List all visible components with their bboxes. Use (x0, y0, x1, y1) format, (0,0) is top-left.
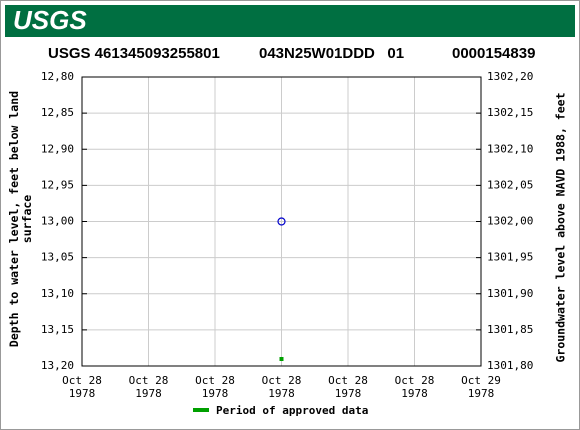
plot-frame (81, 76, 482, 367)
y-tick-label: 12,80 (41, 70, 74, 83)
logo: USGS (13, 5, 87, 35)
x-tick-label: Oct 28 1978 (195, 374, 235, 400)
y2-tick-label: 1301,80 (487, 359, 533, 372)
x-tick-label: Oct 28 1978 (62, 374, 102, 400)
x-tick-label: Oct 28 1978 (394, 374, 435, 400)
y2-tick-label: 1301,85 (487, 323, 533, 336)
x-tick-label: Oct 28 1978 (328, 374, 368, 400)
y2-tick-label: 1302,10 (487, 142, 533, 155)
x-tick-label: Oct 29 1978 (461, 374, 501, 400)
title-id: 0000154839 (452, 45, 535, 62)
y-tick-label: 12,90 (41, 142, 74, 155)
y-axis-label: Depth to water level, feet below land su… (7, 90, 34, 348)
y-tick-label: 12,95 (41, 178, 74, 191)
y-tick-label: 13,05 (41, 251, 74, 264)
y-tick-label: 13,10 (41, 287, 74, 300)
header-bar (5, 5, 575, 37)
y2-tick-label: 1302,05 (487, 178, 533, 191)
approved-period-marker (279, 357, 284, 361)
y2-tick-label: 1302,15 (487, 106, 533, 119)
y2-tick-label: 1302,00 (487, 215, 533, 228)
x-tick-label: Oct 28 1978 (128, 374, 169, 400)
title-local: 043N25W01DDD 01 (259, 45, 404, 62)
y-tick-label: 13,15 (41, 323, 74, 336)
y2-tick-label: 1301,95 (487, 251, 533, 264)
legend-label: Period of approved data (216, 404, 368, 417)
y-tick-label: 13,20 (41, 359, 74, 372)
x-tick-label: Oct 28 1978 (261, 374, 302, 400)
y2-axis-label: Groundwater level above NAVD 1988, feet (553, 92, 568, 363)
y-tick-label: 13,00 (41, 215, 74, 228)
y2-tick-label: 1302,20 (487, 70, 533, 83)
title-site: USGS 461345093255801 (48, 45, 220, 62)
data-point (277, 217, 286, 226)
y2-tick-label: 1301,90 (487, 287, 533, 300)
y-tick-label: 12,85 (41, 106, 74, 119)
